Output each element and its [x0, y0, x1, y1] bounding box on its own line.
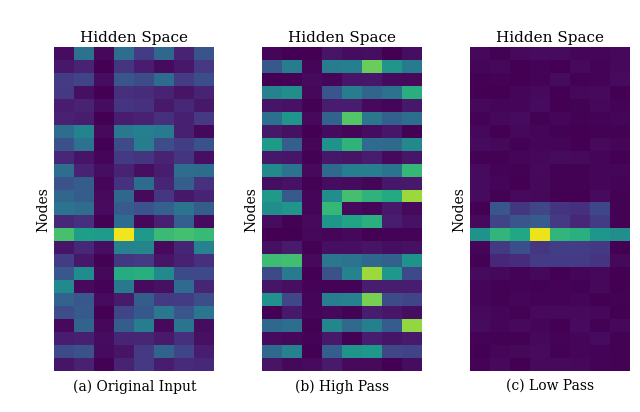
X-axis label: (c) Low Pass: (c) Low Pass — [506, 379, 595, 393]
Title: Hidden Space: Hidden Space — [81, 31, 188, 45]
X-axis label: (b) High Pass: (b) High Pass — [295, 379, 390, 393]
Title: Hidden Space: Hidden Space — [289, 31, 396, 45]
X-axis label: (a) Original Input: (a) Original Input — [73, 379, 196, 393]
Title: Hidden Space: Hidden Space — [497, 31, 604, 45]
Y-axis label: Nodes: Nodes — [244, 187, 258, 232]
Y-axis label: Nodes: Nodes — [36, 187, 50, 232]
Y-axis label: Nodes: Nodes — [452, 187, 466, 232]
